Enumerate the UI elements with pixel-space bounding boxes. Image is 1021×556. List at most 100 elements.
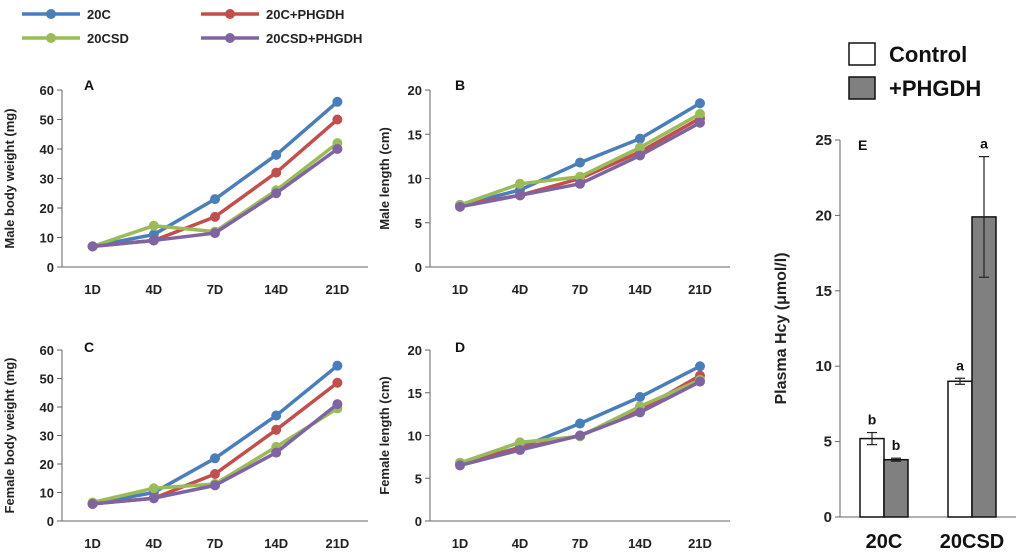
point-20csd-14d bbox=[635, 142, 645, 153]
line-legend: 20C 20C+PHGDH 20CSD 20CSD+PHGDH bbox=[22, 7, 362, 46]
point-20csd-4d bbox=[515, 437, 525, 448]
x-tick-label-1d: 1D bbox=[84, 536, 101, 551]
legend-item-20csd-phgdh: 20CSD+PHGDH bbox=[201, 31, 362, 46]
y-tick-label: 40 bbox=[40, 400, 54, 415]
significance-label-control-20c: b bbox=[868, 412, 877, 428]
point-20c-7d bbox=[210, 194, 220, 205]
y-tick-label: 20 bbox=[408, 83, 422, 98]
point-20c-14d bbox=[635, 392, 645, 403]
point-20c-phgdh-14d bbox=[271, 167, 282, 178]
point-20csd-7d bbox=[575, 171, 585, 182]
point-20csd-phgdh-1d bbox=[455, 201, 465, 212]
bar-phgdh-20c bbox=[883, 458, 909, 518]
point-20csd-phgdh-14d bbox=[271, 188, 282, 199]
y-tick-label: 30 bbox=[40, 429, 54, 444]
significance-label-phgdh-20c: b bbox=[892, 437, 901, 453]
x-tick-label-4d: 4D bbox=[145, 536, 162, 551]
y-tick-label: 15 bbox=[408, 127, 422, 142]
y-tick-label: 40 bbox=[40, 142, 54, 157]
legend-label-20csd-phgdh: 20CSD+PHGDH bbox=[266, 31, 362, 46]
legend-label-control: Control bbox=[889, 42, 967, 67]
x-tick-label-4d: 4D bbox=[512, 536, 529, 551]
point-20csd-phgdh-4d bbox=[515, 445, 525, 456]
y-tick-label: 60 bbox=[40, 343, 54, 358]
panel-label: A bbox=[84, 77, 94, 93]
x-tick-label-14d: 14D bbox=[628, 282, 652, 297]
x-tick-label-21d: 21D bbox=[688, 282, 712, 297]
panel-label: C bbox=[84, 339, 94, 355]
point-20csd-21d bbox=[695, 108, 705, 119]
x-tick-label-1d: 1D bbox=[84, 282, 101, 297]
point-20c-21d bbox=[695, 361, 705, 372]
x-tick-label-4d: 4D bbox=[512, 282, 529, 297]
legend-label-20csd: 20CSD bbox=[87, 31, 129, 46]
point-20csd-phgdh-4d bbox=[148, 493, 159, 504]
point-20csd-phgdh-4d bbox=[148, 235, 159, 246]
bar-control-20csd bbox=[947, 380, 973, 518]
legend-marker-20c bbox=[46, 9, 56, 19]
point-20c-14d bbox=[271, 149, 282, 160]
y-tick-label: 0 bbox=[415, 514, 422, 529]
point-20csd-phgdh-7d bbox=[210, 228, 220, 239]
y-axis-title: Male body weight (mg) bbox=[2, 108, 17, 248]
legend-item-20csd: 20CSD bbox=[22, 31, 129, 46]
y-axis-title: Female body weight (mg) bbox=[2, 357, 17, 513]
y-tick-label: 10 bbox=[815, 358, 832, 375]
legend-label-20c-phgdh: 20C+PHGDH bbox=[266, 7, 344, 22]
y-tick-label: 5 bbox=[415, 471, 422, 486]
y-tick-label: 20 bbox=[40, 457, 54, 472]
series-line-20c bbox=[459, 364, 701, 465]
point-20csd-phgdh-14d bbox=[635, 150, 645, 161]
chart-a: Male body weight (mg) A 0 10 20 30 40 50 60 1D 4D 7… bbox=[2, 77, 368, 297]
chart-d: Female length (cm) D 0 5 10 15 20 1D 4D 7D 14D 21D bbox=[377, 339, 730, 551]
x-tick-label-21d: 21D bbox=[325, 536, 349, 551]
point-20csd-phgdh-21d bbox=[332, 144, 343, 154]
point-20c-14d bbox=[635, 133, 645, 144]
y-tick-label: 5 bbox=[415, 216, 422, 231]
x-tick-label-21d: 21D bbox=[325, 282, 349, 297]
point-20c-7d bbox=[575, 157, 585, 168]
point-20c-7d bbox=[210, 453, 220, 464]
legend-item-20c-phgdh: 20C+PHGDH bbox=[201, 7, 344, 22]
point-20c-7d bbox=[575, 418, 585, 429]
y-tick-label: 25 bbox=[815, 132, 832, 149]
point-20c-phgdh-7d bbox=[210, 468, 220, 479]
x-tick-label-14d: 14D bbox=[264, 536, 288, 551]
point-20c-phgdh-21d bbox=[332, 377, 343, 388]
legend-label-phgdh: +PHGDH bbox=[889, 76, 981, 101]
point-20csd-phgdh-21d bbox=[332, 399, 343, 410]
point-20csd-phgdh-1d bbox=[87, 241, 98, 252]
point-20csd-4d bbox=[148, 220, 159, 231]
point-20csd-4d bbox=[148, 483, 159, 494]
y-tick-label: 0 bbox=[824, 509, 832, 526]
y-tick-label: 20 bbox=[408, 343, 422, 358]
point-20csd-phgdh-4d bbox=[515, 190, 525, 201]
panel-label: B bbox=[455, 77, 465, 93]
x-tick-label-7d: 7D bbox=[572, 282, 589, 297]
chart-b: Male length (cm) B 0 5 10 15 20 1D 4D 7D 14D 21D bbox=[377, 77, 730, 297]
y-tick-label: 0 bbox=[47, 514, 54, 529]
x-tick-label-1d: 1D bbox=[452, 536, 469, 551]
x-category-label-20csd: 20CSD bbox=[940, 531, 1004, 551]
y-tick-label: 10 bbox=[408, 429, 422, 444]
y-tick-label: 10 bbox=[40, 231, 54, 246]
chart-e: Plasma Hcy (μmol/l) E 0 5 10 15 20 25 20C bb 20CSD… bbox=[773, 132, 1016, 553]
chart-c: Female body weight (mg) C 0 10 20 30 40 50 60 1D 4… bbox=[2, 339, 368, 551]
y-tick-label: 50 bbox=[40, 113, 54, 128]
x-tick-label-7d: 7D bbox=[207, 282, 224, 297]
bar-legend: Control +PHGDH bbox=[848, 42, 981, 101]
y-tick-label: 20 bbox=[40, 201, 54, 216]
x-tick-label-1d: 1D bbox=[452, 282, 469, 297]
legend-marker-20c-phgdh bbox=[225, 9, 235, 19]
x-tick-label-14d: 14D bbox=[264, 282, 288, 297]
y-tick-label: 0 bbox=[415, 260, 422, 275]
significance-label-phgdh-20csd: a bbox=[980, 136, 988, 152]
point-20c-phgdh-21d bbox=[332, 114, 343, 125]
point-20csd-phgdh-7d bbox=[575, 430, 585, 441]
x-tick-label-21d: 21D bbox=[688, 536, 712, 551]
x-tick-label-7d: 7D bbox=[572, 536, 589, 551]
series-line-20c bbox=[459, 101, 701, 207]
panel-label: E bbox=[858, 137, 867, 153]
point-20csd-phgdh-21d bbox=[695, 376, 705, 387]
